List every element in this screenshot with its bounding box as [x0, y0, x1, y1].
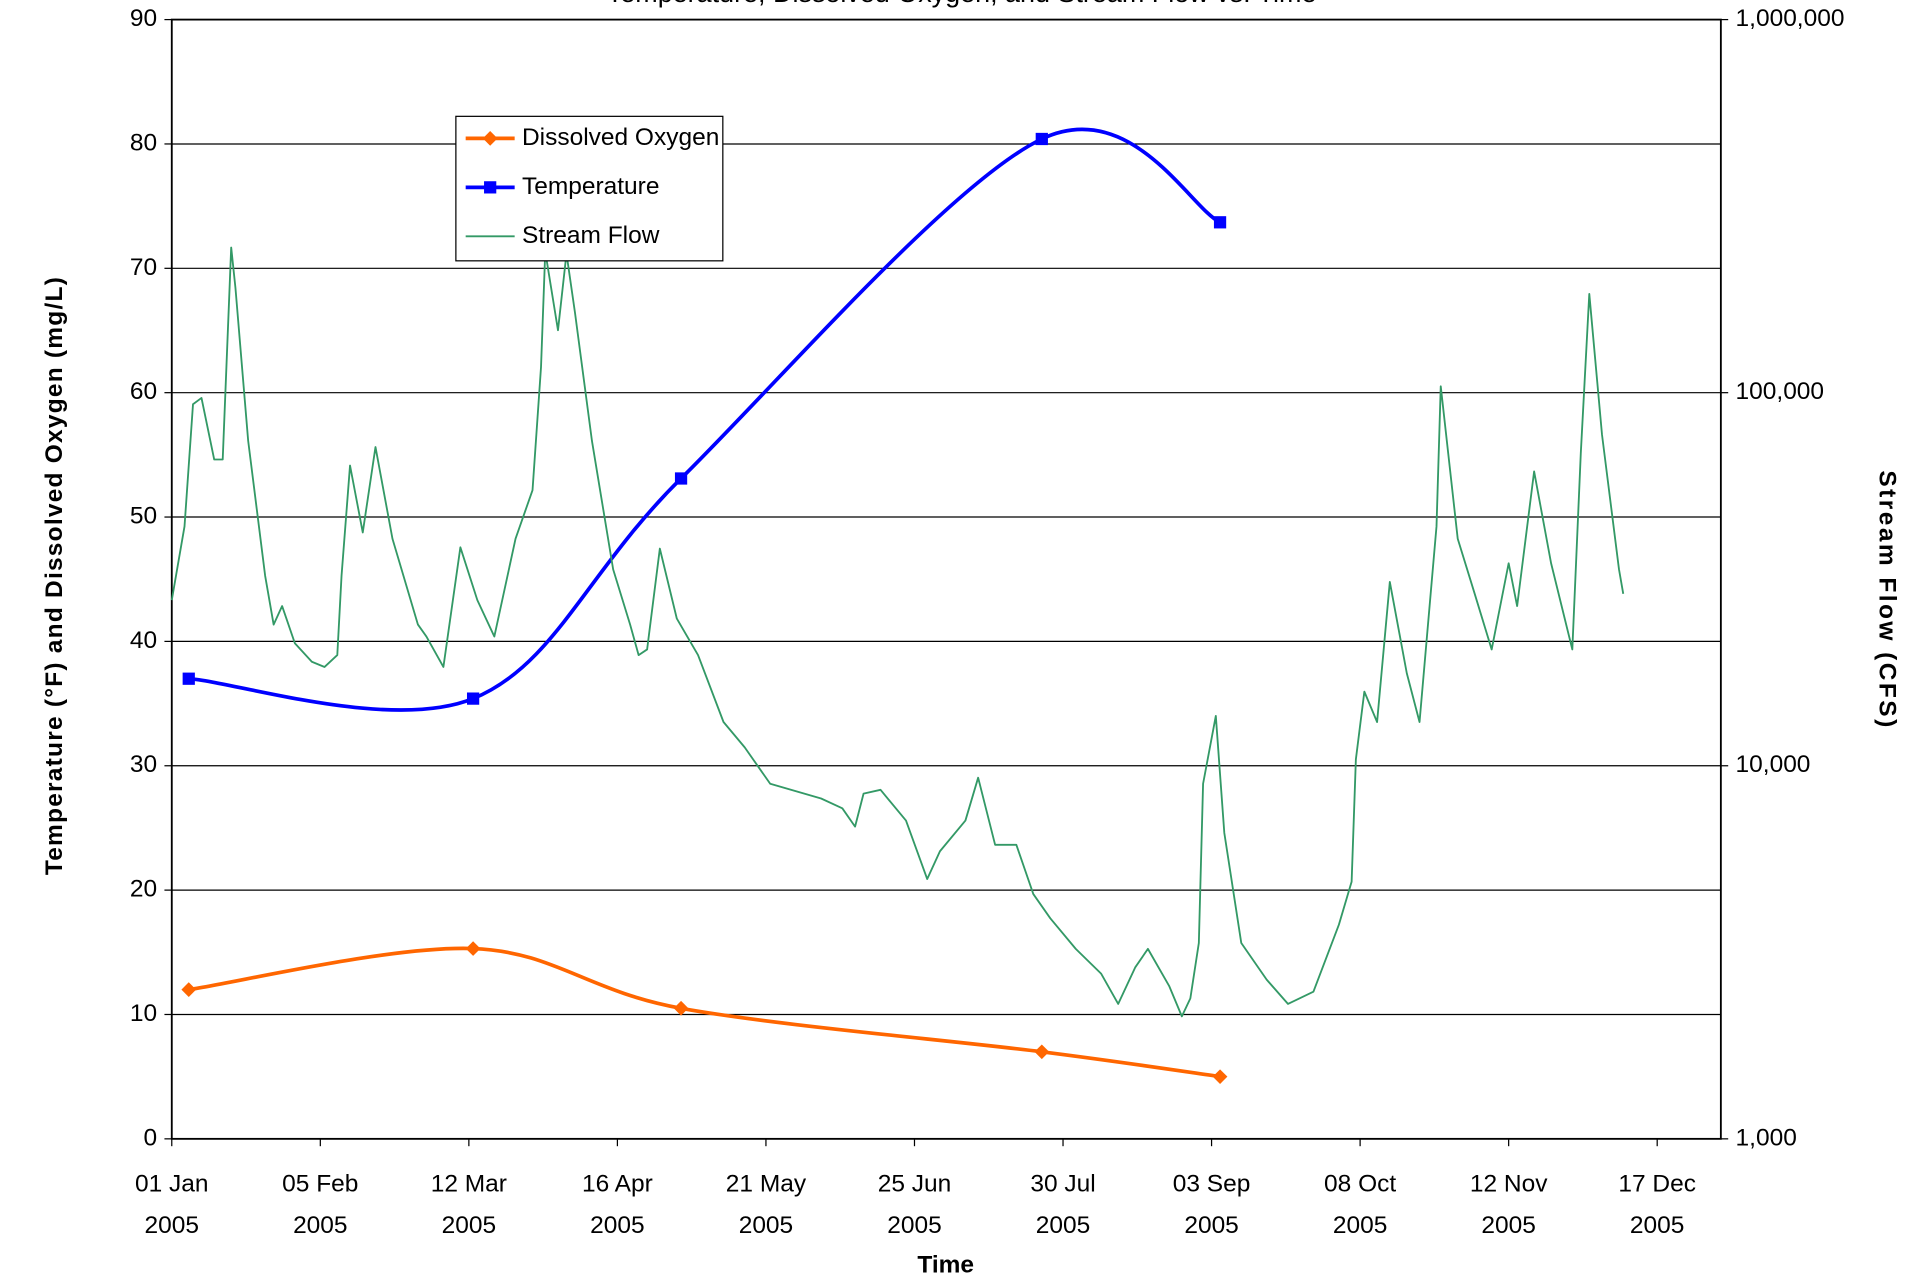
- x-tick-label: 05 Feb 2005: [282, 1170, 359, 1240]
- marker: [182, 672, 195, 685]
- series-line: [170, 246, 1625, 1018]
- y2-axis-title: Stream Flow (CFS): [1874, 470, 1901, 729]
- x-tick-label-box: 01 Jan 2005: [135, 1170, 209, 1240]
- y-tick-label: 60: [130, 378, 157, 405]
- x-tick-label-box: 21 May 2005: [725, 1170, 807, 1240]
- x-tick-label: 12 Nov 2005: [1469, 1170, 1548, 1240]
- y2-tick-label: 1,000: [1736, 1124, 1797, 1151]
- y-tick-label: 40: [130, 627, 157, 654]
- y-axis-title: Temperature (°F) and Dissolved Oxygen (m…: [41, 276, 68, 875]
- legend-label: Dissolved Oxygen: [522, 124, 719, 151]
- marker: [1213, 216, 1227, 229]
- y-tick-label: 30: [130, 751, 157, 778]
- series-line: [188, 127, 1221, 712]
- legend-marker: [482, 131, 498, 146]
- marker: [181, 982, 197, 997]
- legend-label: Temperature: [522, 173, 659, 200]
- y2-tick-label: 1,000,000: [1736, 5, 1845, 32]
- x-tick-label-box: 25 Jun 2005: [877, 1170, 952, 1240]
- series-line: [188, 946, 1221, 1079]
- y-tick-label: 10: [130, 1000, 157, 1027]
- y-tick-label: 50: [130, 503, 157, 530]
- x-tick-label: 12 Mar 2005: [430, 1170, 507, 1240]
- marker: [674, 472, 688, 485]
- marker: [466, 692, 480, 705]
- x-tick-label-box: 16 Apr 2005: [581, 1170, 653, 1240]
- y-tick-label: 80: [130, 129, 157, 156]
- marker: [465, 941, 481, 956]
- y-tick-label: 70: [130, 254, 157, 281]
- plot-frame: [170, 18, 1722, 1140]
- marker: [1212, 1069, 1228, 1085]
- x-tick-label-box: 30 Jul 2005: [1030, 1170, 1096, 1240]
- marker: [1034, 1044, 1050, 1060]
- y2-tick-label: 100,000: [1736, 378, 1825, 405]
- x-tick-label: 08 Oct 2005: [1324, 1170, 1397, 1240]
- x-tick-label: 17 Dec 2005: [1618, 1170, 1696, 1240]
- x-tick-label: 30 Jul 2005: [1030, 1170, 1096, 1240]
- x-tick-label: 25 Jun 2005: [877, 1170, 952, 1240]
- y-tick-label: 90: [130, 5, 157, 32]
- x-tick-label-box: 12 Mar 2005: [430, 1170, 507, 1240]
- y2-tick-label: 10,000: [1736, 751, 1811, 778]
- legend-marker: [484, 181, 497, 194]
- x-axis-title: Time: [917, 1252, 974, 1276]
- marker: [673, 1000, 689, 1016]
- chart-title: Temperature, Dissolved Oxygen, and Strea…: [607, 0, 1317, 8]
- x-tick-label: 21 May 2005: [725, 1170, 807, 1240]
- x-tick-label-box: 17 Dec 2005: [1618, 1170, 1696, 1240]
- x-tick-label: 03 Sep 2005: [1172, 1170, 1251, 1240]
- marker: [1035, 132, 1048, 146]
- legend-label: Stream Flow: [522, 222, 660, 249]
- x-tick-label: 01 Jan 2005: [135, 1170, 209, 1240]
- x-tick-label-box: 05 Feb 2005: [282, 1170, 359, 1240]
- x-tick-label: 16 Apr 2005: [581, 1170, 653, 1240]
- y-tick-label: 20: [130, 876, 157, 903]
- x-tick-label-box: 08 Oct 2005: [1324, 1170, 1397, 1240]
- x-tick-label-box: 12 Nov 2005: [1469, 1170, 1548, 1240]
- x-tick-label-box: 03 Sep 2005: [1172, 1170, 1251, 1240]
- y-tick-label: 0: [143, 1124, 157, 1151]
